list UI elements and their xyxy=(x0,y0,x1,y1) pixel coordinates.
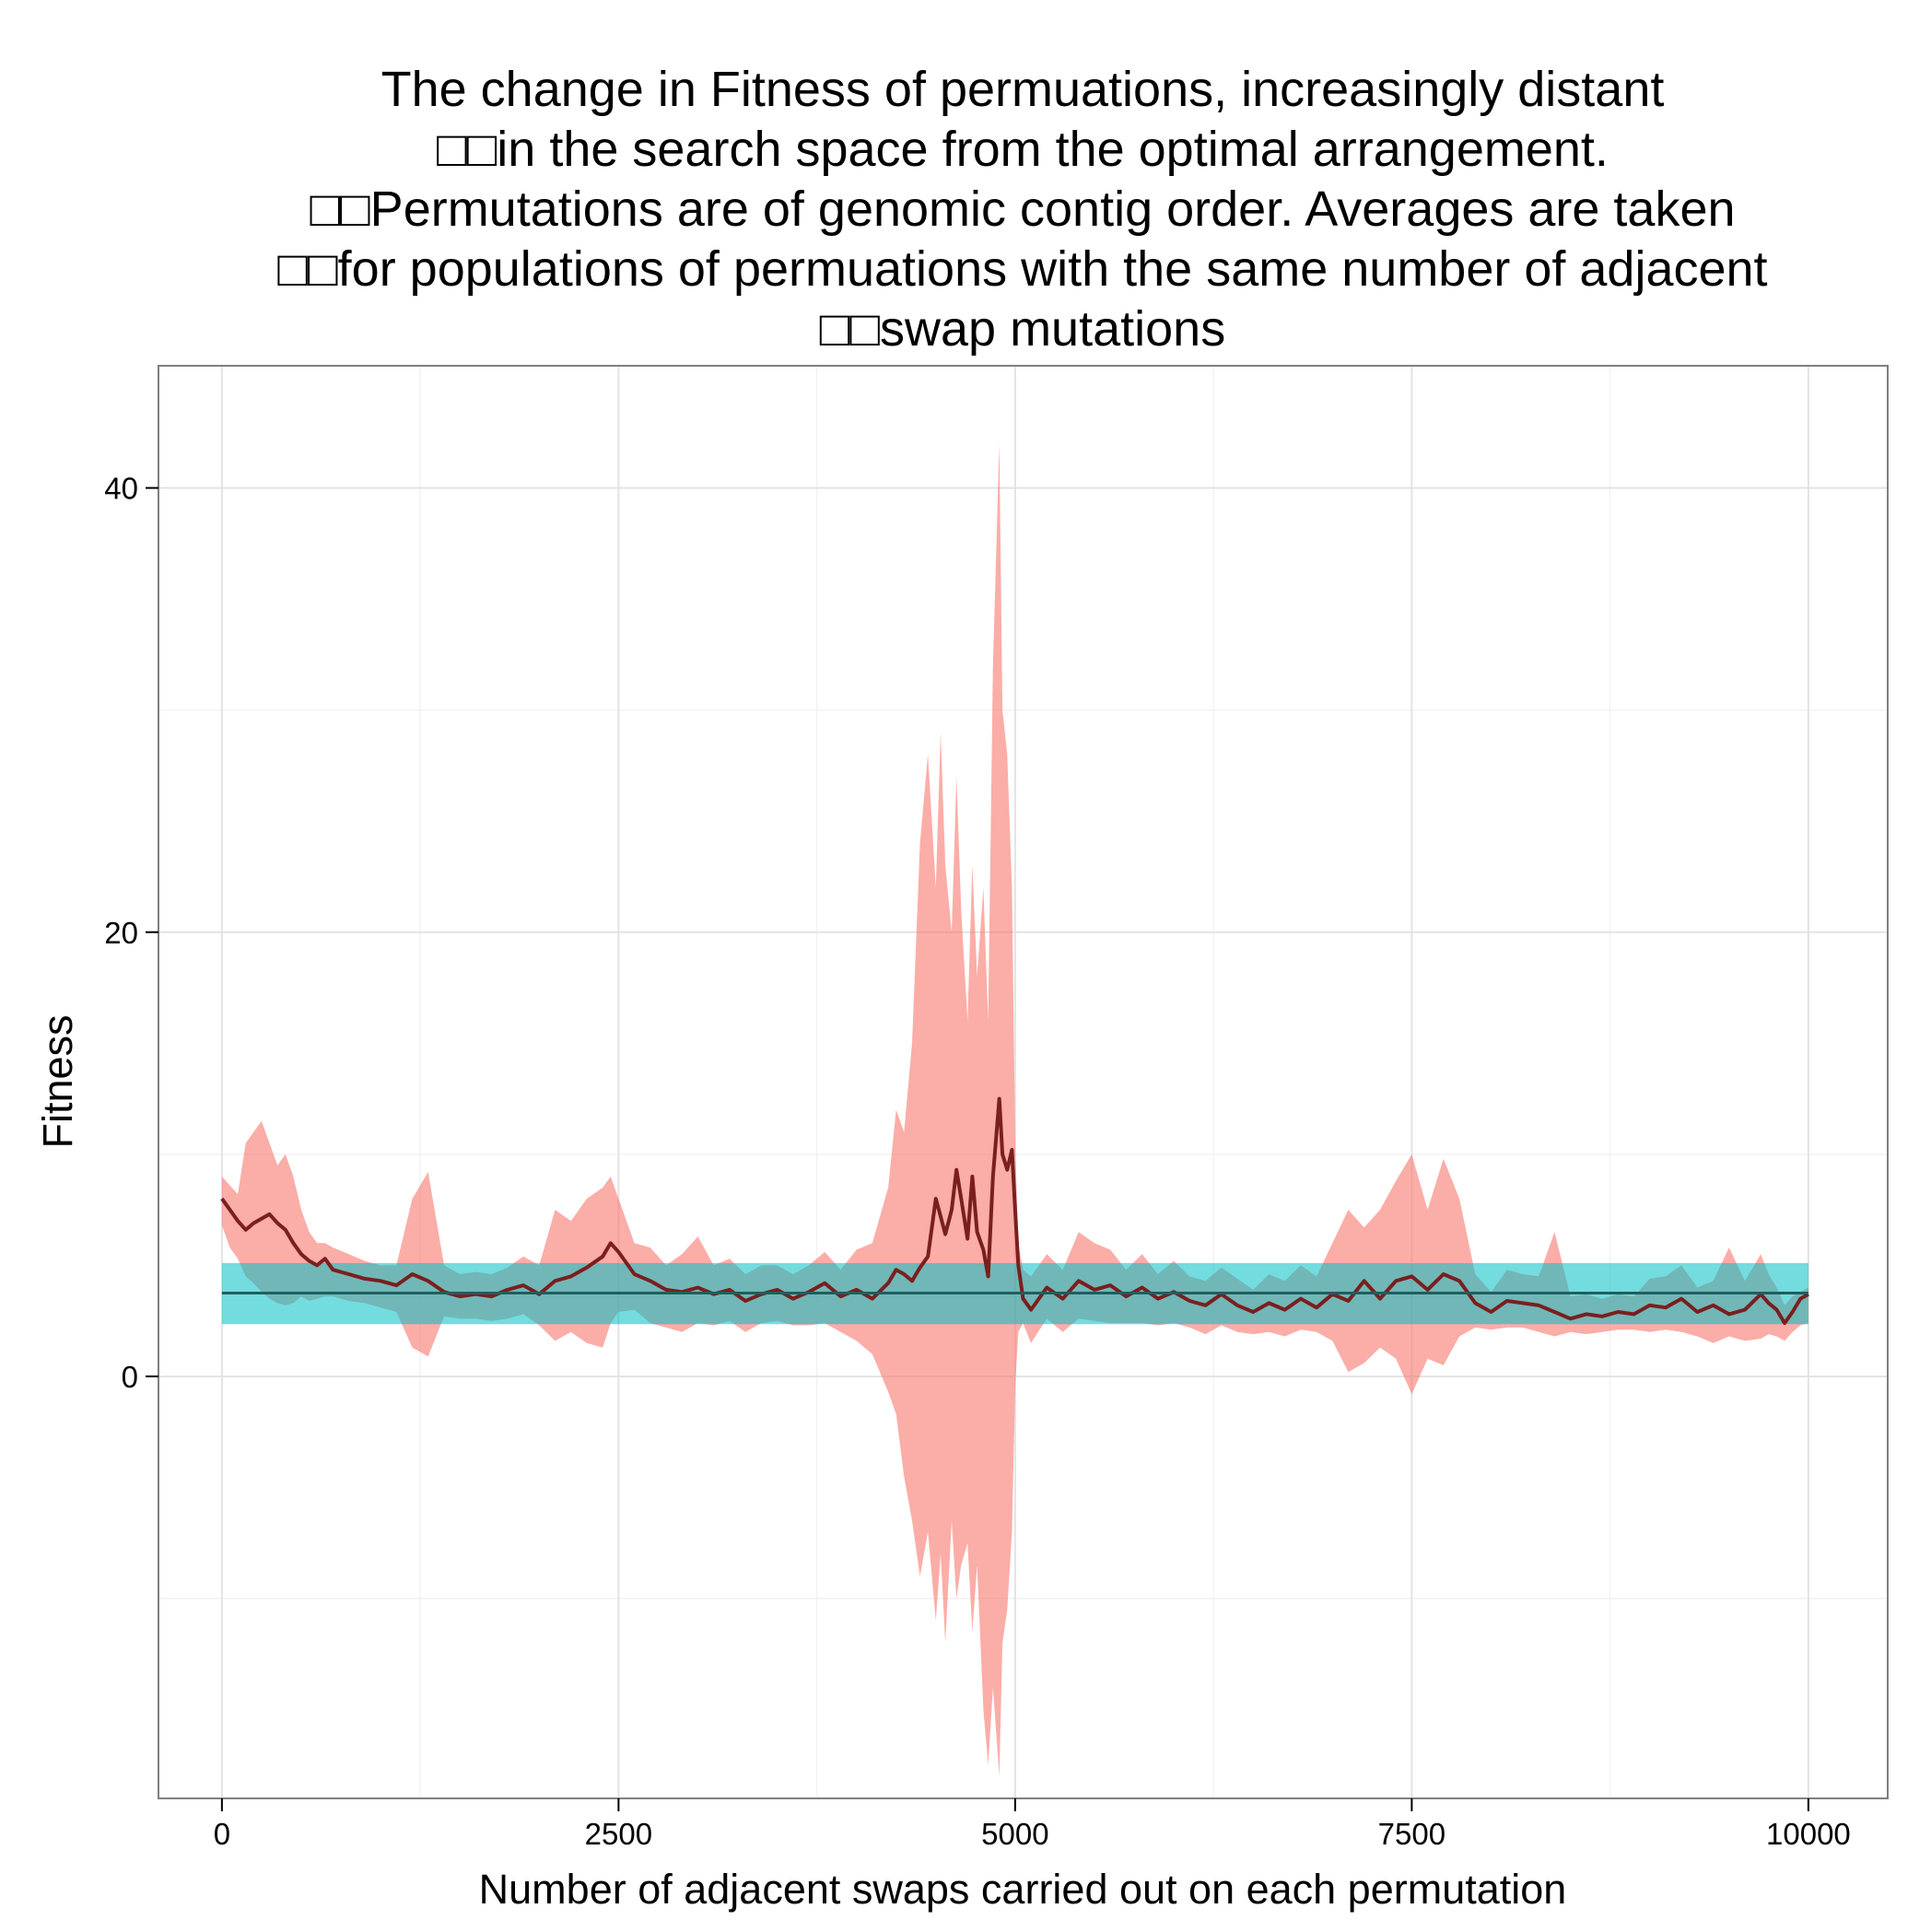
y-axis: 0 20 40 xyxy=(104,472,158,1394)
x-axis-title: Number of adjacent swaps carried out on … xyxy=(479,1866,1567,1913)
y-tick-label: 0 xyxy=(122,1360,138,1394)
x-tick-label: 2500 xyxy=(585,1817,652,1851)
title-line-4: □□for populations of permuations with th… xyxy=(277,241,1767,297)
x-tick-label: 10000 xyxy=(1766,1817,1851,1851)
x-axis: 0 2500 5000 7500 10000 xyxy=(214,1798,1851,1851)
y-tick-label: 40 xyxy=(104,472,138,506)
x-tick-label: 5000 xyxy=(981,1817,1048,1851)
title-line-3: □□Permutations are of genomic contig ord… xyxy=(310,181,1735,237)
x-tick-label: 0 xyxy=(214,1817,230,1851)
plot-panel-border xyxy=(158,365,1889,1799)
title-line-2: □□in the search space from the optimal a… xyxy=(437,122,1609,177)
title-line-1: The change in Fitness of permuations, in… xyxy=(381,62,1665,117)
x-tick-label: 7500 xyxy=(1378,1817,1445,1851)
y-tick-label: 20 xyxy=(104,916,138,950)
title-line-5: □□swap mutations xyxy=(820,301,1225,357)
y-axis-title: Fitness xyxy=(34,1014,81,1148)
mean-fitness-line xyxy=(220,1096,1809,1326)
grid-minor xyxy=(158,366,1888,1798)
chart-title: The change in Fitness of permuations, in… xyxy=(277,62,1767,357)
grid-major xyxy=(158,366,1888,1798)
